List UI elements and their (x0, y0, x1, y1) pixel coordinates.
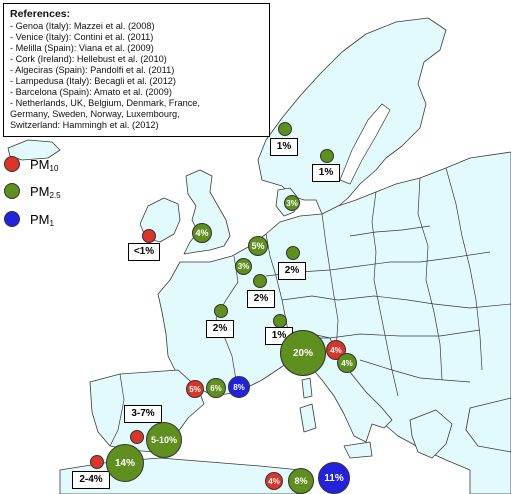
label-cork: <1% (128, 243, 160, 261)
label-sweden: 1% (312, 164, 340, 182)
references-title: References: (10, 8, 71, 20)
legend-label-base: PM (30, 184, 50, 199)
marker-denmark-pm25: 3% (284, 195, 300, 211)
legend-item-pm1: PM1 (4, 211, 114, 231)
reference-item: Germany, Sweden, Norway, Luxembourg, (10, 109, 180, 119)
reference-item: - Barcelona (Spain): Amato et al. (2009) (10, 87, 172, 97)
legend-label-sub: 10 (49, 164, 59, 173)
label-melilla-pm10: 2-4% (72, 471, 110, 489)
marker-lampedusa-pm25: 8% (288, 468, 314, 494)
legend-label-sub: 2.5 (49, 191, 61, 200)
reference-item: - Genoa (Italy): Mazzei et al. (2008) (10, 21, 155, 31)
marker-barcelona-pm25: 6% (206, 378, 226, 398)
label-france: 2% (206, 320, 234, 338)
reference-item: - Algeciras (Spain): Pandolfi et al. (20… (10, 65, 175, 75)
greece-shape (409, 409, 453, 459)
marker-lampedusa-pm1: 11% (318, 462, 350, 494)
marker-netherlands-pm25: 5% (248, 236, 268, 256)
legend-dot-pm10 (4, 156, 20, 172)
marker-barcelona-pm1: 8% (228, 376, 250, 398)
marker-melilla-pm10 (90, 455, 104, 469)
reference-item: - Lampedusa (Italy): Becagli et al. (201… (10, 76, 176, 86)
country-borders (109, 167, 511, 447)
reference-item: - Melilla (Spain): Viana et al. (2009) (10, 43, 154, 53)
reference-item: Switzerland: Hammingh et al. (2012) (10, 120, 159, 130)
marker-luxembourg-pm25 (253, 274, 267, 288)
references-box: References: - Genoa (Italy): Mazzei et a… (3, 3, 270, 137)
scandinavia-shape (257, 17, 447, 215)
marker-melilla-pm25: 14% (106, 444, 144, 482)
turkey-shape (465, 397, 511, 453)
marker-belgium-pm25: 3% (235, 258, 252, 275)
marker-cork-pm10 (142, 229, 156, 243)
label-germany: 2% (278, 262, 306, 280)
reference-item: - Venice (Italy): Contini et al. (2011) (10, 32, 154, 42)
marker-barcelona-pm10: 5% (186, 380, 204, 398)
marker-germany-pm25 (286, 246, 300, 260)
legend-item-pm10: PM10 (4, 156, 114, 176)
legend-label-sub: 1 (49, 219, 54, 228)
label-norway: 1% (270, 138, 298, 156)
legend-item-pm25: PM2.5 (4, 183, 114, 203)
marker-sweden-pm25 (320, 149, 334, 163)
great-britain-shape (183, 169, 231, 255)
reference-item: - Netherlands, UK, Belgium, Denmark, Fra… (10, 98, 200, 108)
sicily-shape (343, 441, 373, 459)
marker-france-pm25 (214, 304, 228, 318)
label-luxembourg: 2% (247, 290, 275, 308)
marker-switzerland-pm25 (273, 314, 287, 328)
legend-dot-pm25 (4, 183, 20, 199)
marker-uk-pm25: 4% (192, 223, 212, 243)
marker-algeciras-pm25: 5-10% (146, 422, 182, 458)
marker-venice-pm25: 4% (337, 353, 357, 373)
marker-norway-pm25 (278, 122, 292, 136)
sardinia-shape (299, 403, 317, 433)
corsica-shape (301, 377, 313, 399)
marker-genoa-pm25: 20% (280, 330, 326, 376)
marker-lampedusa-pm10: 4% (265, 472, 283, 490)
legend-dot-pm1 (4, 211, 20, 227)
baltic-gulf (339, 103, 391, 185)
label-algeciras-pm10: 3-7% (124, 405, 162, 423)
reference-item: - Cork (Ireland): Hellebust et al. (2010… (10, 54, 167, 64)
legend-label-base: PM (30, 212, 50, 227)
marker-algeciras-pm10 (130, 430, 144, 444)
legend-label-base: PM (30, 157, 50, 172)
